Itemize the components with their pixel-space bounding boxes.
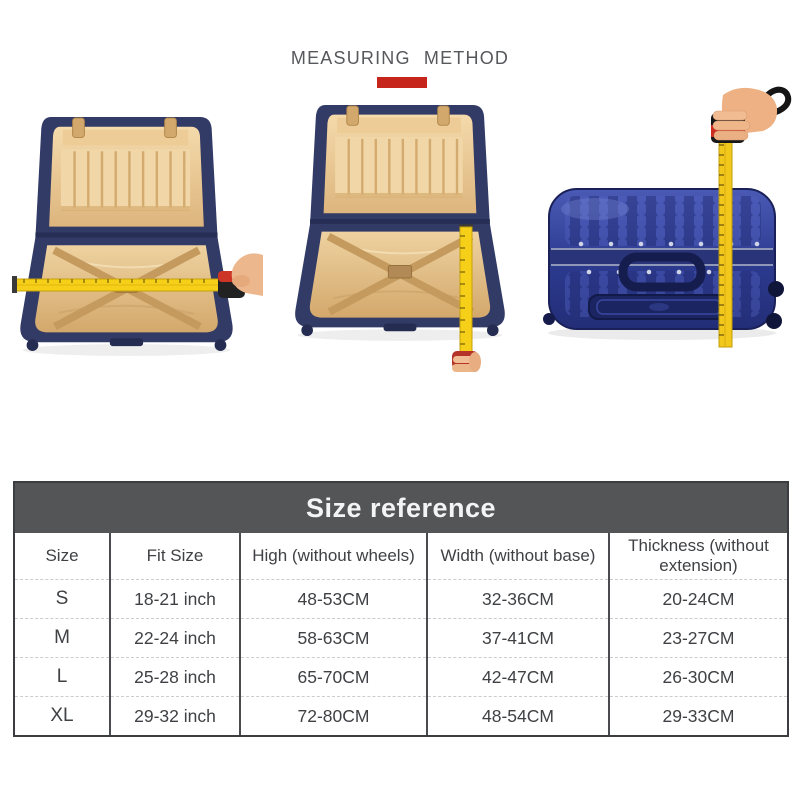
table-cell: 32-36CM: [426, 579, 609, 619]
table-cell: S: [55, 588, 69, 609]
column-header-thickness: Thickness (without extension): [608, 533, 787, 580]
size-reference-title: Size reference: [15, 483, 787, 533]
table-row-m: M 22-24 inch 58-63CM 37-41CM 23-27CM: [15, 618, 787, 658]
table-header-row: Size Fit Size High (without wheels) Widt…: [15, 533, 787, 580]
table-cell: 23-27CM: [608, 618, 787, 658]
measuring-tape-vertical: [718, 134, 733, 348]
table-cell: 42-47CM: [426, 657, 609, 697]
table-cell: 48-53CM: [239, 579, 427, 619]
open-suitcase-illustration: [295, 105, 505, 341]
table-row-xl: XL 29-32 inch 72-80CM 48-54CM 29-33CM: [15, 696, 787, 735]
size-reference-table: Size reference Size Fit Size High (witho…: [13, 481, 789, 737]
table-cell: 29-32 inch: [109, 696, 240, 735]
table-cell: L: [56, 666, 68, 687]
table-cell: 48-54CM: [426, 696, 609, 735]
table-cell: 72-80CM: [239, 696, 427, 735]
table-cell: 18-21 inch: [109, 579, 240, 619]
table-row-l: L 25-28 inch 65-70CM 42-47CM 26-30CM: [15, 657, 787, 697]
table-cell: 37-41CM: [426, 618, 609, 658]
column-header-width: Width (without base): [426, 533, 609, 580]
closed-suitcase-illustration: [543, 188, 784, 340]
table-cell: M: [54, 627, 70, 648]
measuring-tape-vertical: [459, 224, 473, 362]
table-cell: 26-30CM: [608, 657, 787, 697]
table-cell: XL: [50, 705, 74, 726]
table-cell: 22-24 inch: [109, 618, 240, 658]
page-title: MEASURING METHOD: [290, 48, 510, 68]
closed-suitcase-height-measure-photo: [523, 83, 795, 379]
open-suitcase-depth-measure-photo: [283, 100, 523, 378]
measuring-tape-horizontal: [12, 271, 245, 298]
table-row-s: S 18-21 inch 48-53CM 32-36CM 20-24CM: [15, 579, 787, 619]
table-cell: 20-24CM: [608, 579, 787, 619]
column-header-fit-size: Fit Size: [109, 533, 240, 580]
hand-holding-tape: [711, 86, 792, 143]
column-header-high: High (without wheels): [239, 533, 427, 580]
table-cell: 65-70CM: [239, 657, 427, 697]
hand-holding-tape: [452, 351, 481, 372]
table-cell: 29-33CM: [608, 696, 787, 735]
table-cell: 58-63CM: [239, 618, 427, 658]
hand-holding-tape: [231, 253, 263, 296]
open-suitcase-width-measure-photo: [8, 108, 263, 370]
suitcase-handle: [618, 252, 706, 292]
table-cell: 25-28 inch: [109, 657, 240, 697]
open-suitcase-illustration: [20, 117, 232, 356]
column-header-size: Size: [45, 546, 79, 566]
title-underline-bar: [377, 77, 427, 88]
